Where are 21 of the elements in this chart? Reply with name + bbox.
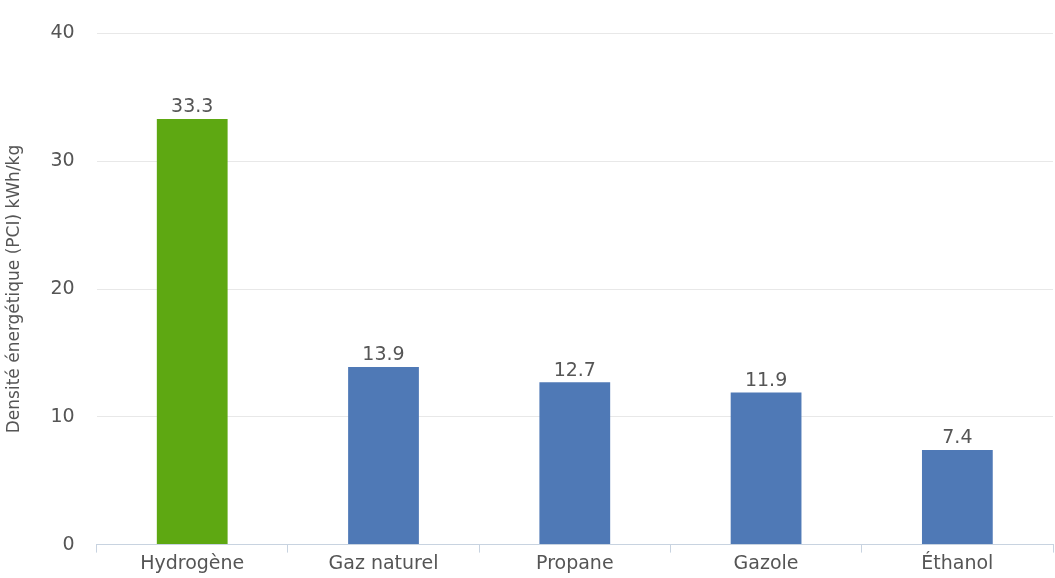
data-label: 33.3 [171,94,214,117]
x-tick-label: Gazole [733,550,799,573]
x-tick-label: Gaz naturel [328,550,439,573]
x-tick-label: Propane [536,550,614,573]
y-axis-title: Densité énergétique (PCI) kWh/kg [2,144,23,434]
bar [348,366,419,545]
x-tick-label: Éthanol [921,550,994,573]
y-tick-label: 40 [50,20,75,43]
y-tick-label: 30 [50,148,75,171]
data-label: 7.4 [942,425,973,448]
bar [156,119,228,545]
bar [921,450,993,545]
y-tick-label: 0 [62,531,75,554]
x-tick-label: Hydrogène [140,550,245,573]
y-tick-label: 20 [50,275,75,298]
data-label: 12.7 [553,357,596,380]
data-label: 13.9 [362,342,405,365]
data-label: 11.9 [744,367,788,390]
y-tick-label: 10 [50,403,75,426]
bar [539,382,611,545]
bar [730,392,802,545]
